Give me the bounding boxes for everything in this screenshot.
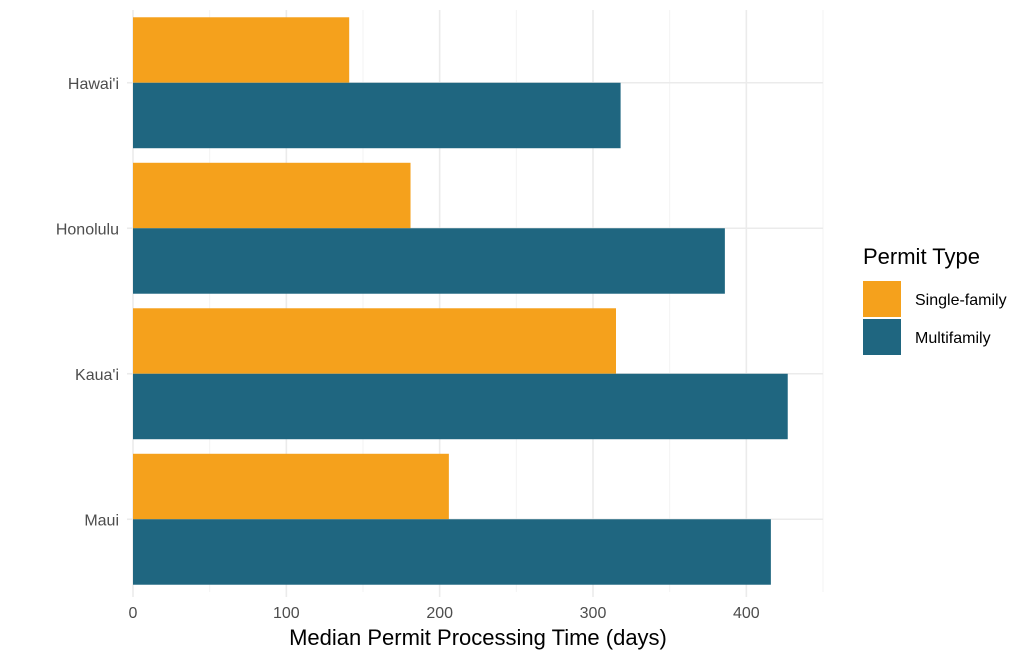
bar-multifamily-hawai-i (133, 82, 621, 149)
y-tick-label: Honolulu (56, 221, 119, 238)
y-axis: Hawai'i Honolulu Kaua'i Maui (56, 76, 133, 529)
bar-multifamily-honolulu (133, 228, 725, 294)
legend-label: Multifamily (915, 330, 991, 347)
y-tick-label: Kaua'i (75, 367, 119, 384)
x-tick-label: 0 (129, 605, 138, 622)
y-tick-label: Maui (84, 512, 119, 529)
bar-single-family-hawai-i (133, 17, 350, 83)
x-axis: 0 100 200 300 400 (129, 592, 760, 622)
legend-title: Permit Type (863, 244, 980, 269)
x-tick-label: 100 (273, 605, 300, 622)
bar-single-family-honolulu (133, 162, 411, 229)
legend: Permit Type Single-family Multifamily (863, 244, 1007, 355)
bars (133, 17, 788, 585)
x-tick-label: 400 (733, 605, 760, 622)
bar-multifamily-kaua-i (133, 373, 788, 440)
x-axis-title: Median Permit Processing Time (days) (289, 625, 667, 650)
x-tick-label: 200 (426, 605, 453, 622)
y-tick-label: Hawai'i (68, 76, 119, 93)
x-tick-label: 300 (580, 605, 607, 622)
bar-single-family-kaua-i (133, 308, 616, 374)
legend-swatch-single-family (863, 281, 901, 317)
bar-multifamily-maui (133, 519, 771, 585)
legend-label: Single-family (915, 292, 1007, 309)
legend-items: Single-family Multifamily (863, 281, 1007, 355)
legend-swatch-multifamily (863, 319, 901, 355)
bar-single-family-maui (133, 453, 449, 520)
